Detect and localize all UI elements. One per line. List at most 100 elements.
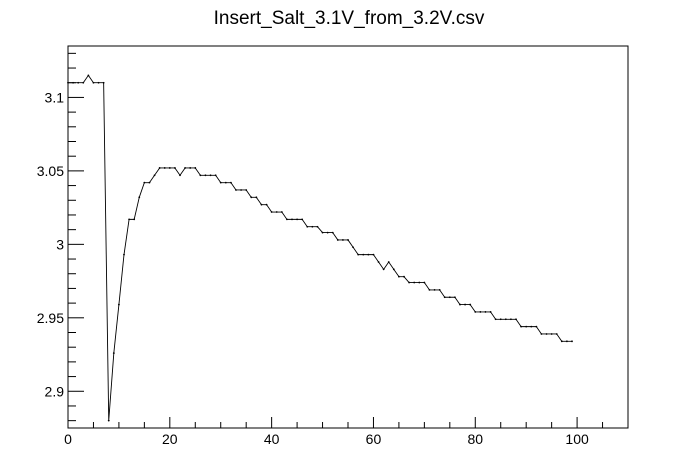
data-point	[479, 311, 482, 313]
x-axis: 0 20 40 60 80 100	[64, 417, 629, 447]
data-point	[270, 211, 273, 213]
data-point	[443, 296, 446, 299]
data-point	[230, 181, 232, 184]
data-point	[321, 231, 324, 234]
data-point	[316, 225, 319, 228]
data-point	[219, 181, 222, 184]
data-point	[377, 261, 380, 263]
data-point	[535, 325, 538, 328]
data-point	[118, 303, 120, 306]
data-point	[357, 253, 360, 256]
data-point	[148, 181, 151, 184]
data-point	[413, 281, 416, 284]
data-point	[367, 253, 370, 256]
data-point	[510, 318, 512, 321]
y-tick-label: 3.1	[45, 89, 65, 105]
data-point	[240, 189, 242, 191]
data-point	[504, 318, 507, 321]
data-point	[87, 74, 90, 77]
x-tick-label: 40	[264, 431, 280, 447]
data-point	[520, 325, 522, 328]
data-point	[372, 253, 375, 256]
data-point	[311, 225, 314, 228]
data-point	[484, 311, 487, 313]
data-point	[382, 268, 385, 271]
data-point	[107, 419, 110, 422]
data-point	[265, 203, 268, 206]
data-point	[260, 203, 263, 206]
data-point	[550, 333, 553, 335]
data-point	[224, 181, 227, 184]
series-group	[67, 74, 573, 422]
data-point	[387, 261, 390, 263]
data-point	[306, 225, 309, 228]
data-point	[77, 81, 80, 84]
series-line	[68, 74, 572, 422]
data-point	[571, 340, 573, 343]
data-point	[352, 246, 354, 249]
data-point	[102, 81, 105, 84]
data-point	[459, 303, 461, 306]
data-point	[255, 196, 258, 199]
data-point	[515, 318, 517, 321]
y-axis: 2.9 2.95 3 3.05 3.1	[37, 52, 84, 422]
data-point	[403, 275, 405, 278]
data-point	[291, 218, 293, 221]
data-point	[398, 275, 400, 278]
data-point	[199, 174, 202, 177]
data-point	[112, 352, 115, 354]
data-point	[494, 318, 497, 321]
data-point	[428, 288, 431, 291]
data-point	[143, 181, 146, 184]
data-point	[194, 167, 197, 169]
data-point	[214, 174, 217, 177]
data-point	[392, 268, 395, 271]
x-tick-label: 20	[162, 431, 178, 447]
x-tick-label: 0	[64, 431, 72, 447]
data-point	[347, 239, 349, 241]
y-tick-label: 3	[56, 236, 64, 252]
data-point	[408, 281, 410, 284]
data-point	[67, 81, 69, 84]
data-point	[153, 174, 156, 177]
x-tick-label: 100	[565, 431, 589, 447]
y-tick-label: 2.9	[45, 383, 65, 399]
data-point	[448, 296, 451, 299]
data-point	[235, 189, 237, 191]
data-point	[179, 174, 181, 177]
data-point	[204, 174, 207, 177]
data-point	[280, 211, 283, 213]
data-point	[72, 81, 74, 84]
data-point	[336, 239, 339, 241]
data-point	[469, 303, 472, 306]
data-point	[555, 333, 558, 335]
data-point	[138, 196, 141, 199]
data-point	[499, 318, 502, 321]
chart-title: Insert_Salt_3.1V_from_3.2V.csv	[214, 8, 485, 29]
data-point	[133, 218, 136, 221]
plot-frame	[67, 45, 629, 429]
data-point	[123, 253, 125, 256]
data-point	[418, 281, 421, 284]
data-point	[209, 174, 212, 177]
data-point	[174, 167, 176, 169]
data-point	[454, 296, 456, 299]
data-point	[326, 231, 329, 234]
data-point	[474, 311, 477, 313]
data-point	[184, 167, 186, 169]
y-tick-label: 3.05	[37, 163, 64, 179]
data-point	[245, 189, 248, 191]
data-point	[331, 231, 334, 234]
data-point	[525, 325, 528, 328]
data-point	[566, 340, 568, 343]
data-point	[545, 333, 548, 335]
x-tick-label: 80	[467, 431, 483, 447]
data-point	[82, 81, 85, 84]
data-point	[433, 288, 436, 291]
data-point	[250, 196, 253, 199]
data-point	[530, 325, 533, 328]
data-point	[97, 81, 100, 84]
data-point	[275, 211, 278, 213]
data-point	[423, 281, 426, 284]
